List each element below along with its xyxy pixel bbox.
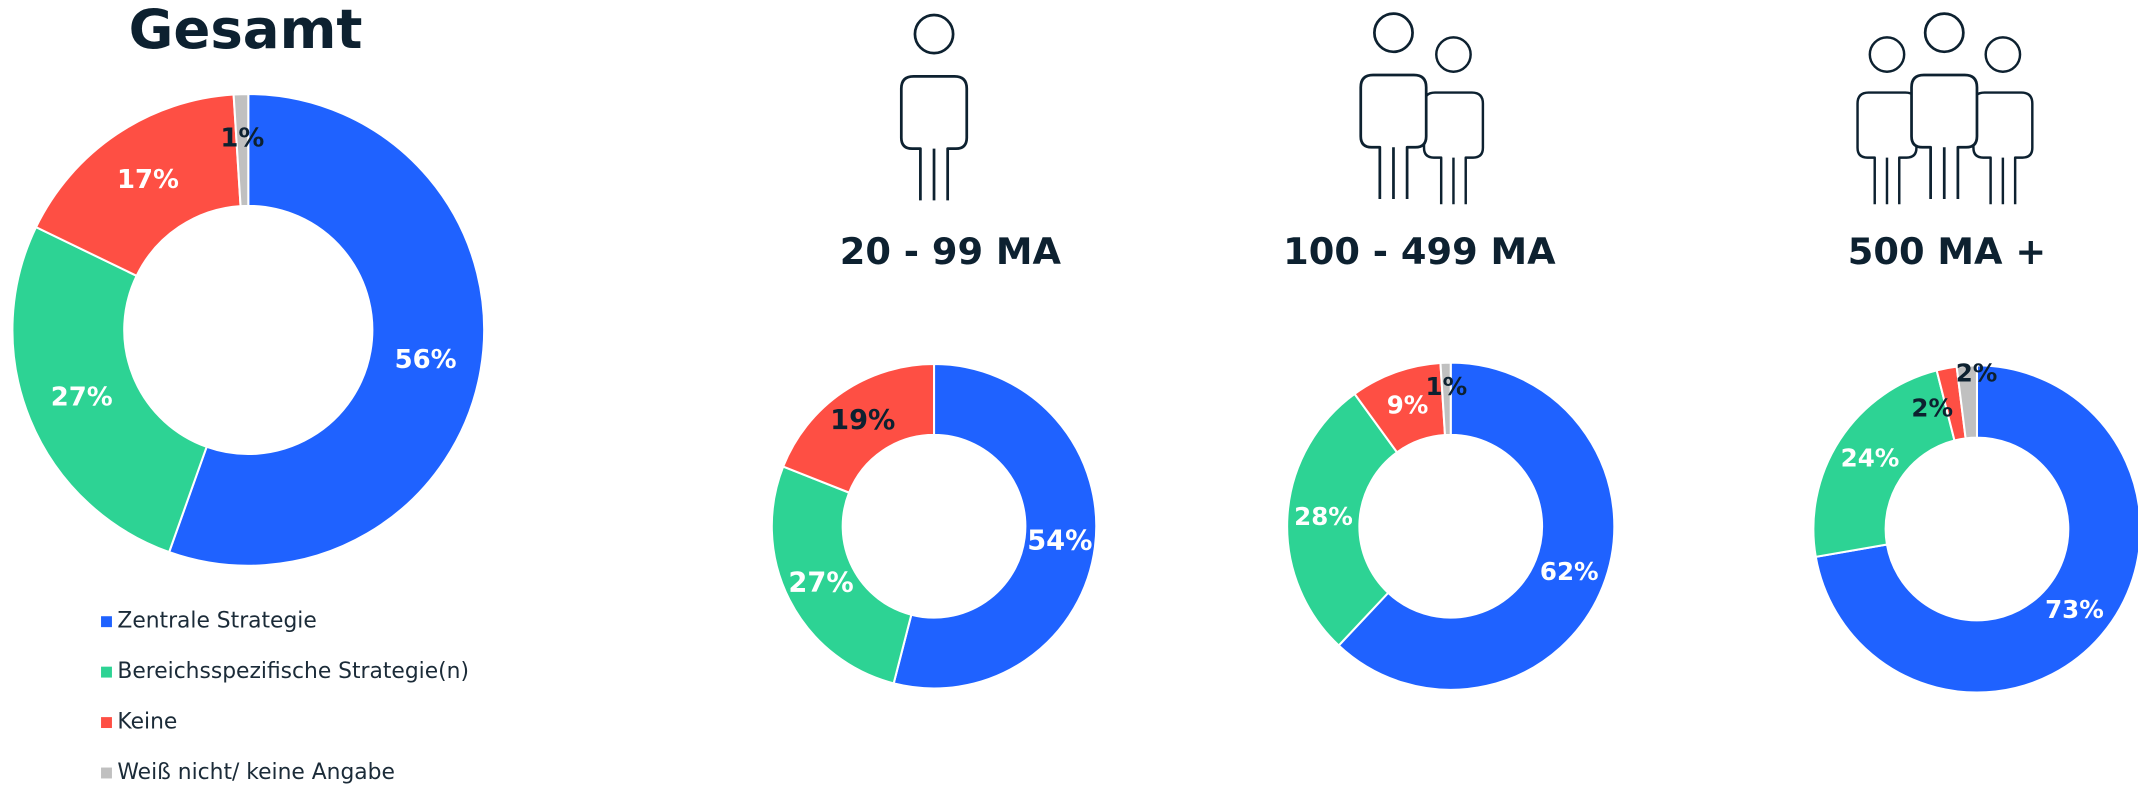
slice (232, 93, 250, 208)
slice (781, 362, 936, 494)
data-label: 56% (395, 345, 457, 375)
chart-title: 100 - 499 MA (1283, 230, 1556, 273)
data-label: 2% (1956, 358, 1998, 387)
slice (1286, 392, 1399, 647)
icon-single (899, 13, 969, 202)
legend-label: Keine (117, 710, 177, 735)
legend-swatch (101, 717, 112, 729)
slice (1439, 361, 1452, 437)
data-label: 19% (830, 405, 895, 436)
data-label: 54% (1027, 526, 1092, 557)
data-label: 62% (1540, 557, 1599, 586)
chart-title: 20 - 99 MA (840, 230, 1062, 273)
data-label: 2% (1911, 393, 1953, 422)
data-label: 1% (220, 124, 264, 154)
slice (770, 465, 913, 685)
slice (1812, 369, 1956, 559)
data-label: 17% (117, 165, 179, 195)
icon-pair (1359, 12, 1485, 206)
legend-swatch (101, 666, 112, 678)
slice (1814, 364, 2138, 694)
slice (892, 362, 1098, 690)
legend-swatch (101, 767, 112, 779)
legend-label: Zentrale Strategie (117, 609, 316, 634)
chart-title: 500 MA + (1848, 230, 2046, 273)
slice (11, 225, 208, 554)
chart-title: Gesamt (129, 0, 363, 61)
data-label: 27% (51, 383, 113, 413)
legend-label: Bereichsspezifische Strategie(n) (117, 659, 469, 684)
data-label: 27% (788, 567, 853, 598)
data-label: 9% (1387, 390, 1429, 419)
legend-swatch (101, 616, 112, 628)
slice (167, 93, 486, 567)
slice (1955, 364, 1978, 440)
data-label: 73% (2045, 595, 2104, 624)
data-label: 1% (1426, 372, 1468, 401)
data-label: 24% (1841, 444, 1900, 473)
legend-label: Weiß nicht/ keine Angabe (117, 760, 395, 785)
icon-group (1856, 12, 2034, 206)
slice (1337, 361, 1616, 691)
slice (34, 93, 242, 278)
data-label: 28% (1294, 502, 1353, 531)
